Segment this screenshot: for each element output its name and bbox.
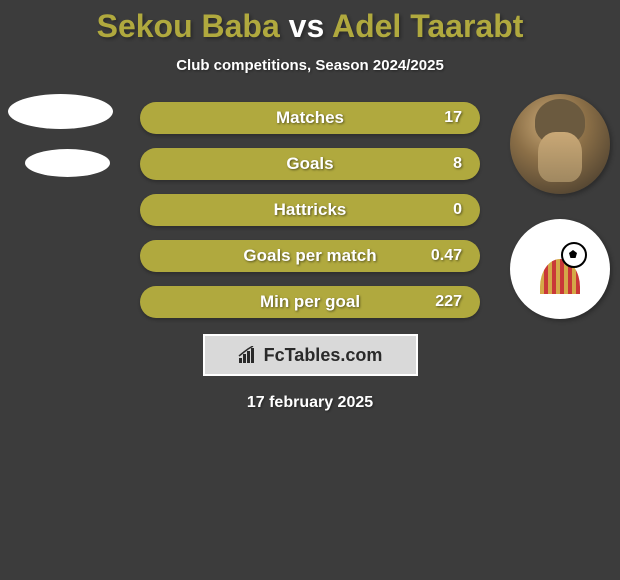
club-logo-graphic xyxy=(525,234,595,304)
player1-avatar-placeholder xyxy=(8,94,113,129)
stat-label: Goals per match xyxy=(198,246,422,266)
stat-right-value: 0.47 xyxy=(422,247,462,265)
vs-text: vs xyxy=(289,8,325,44)
player2-name: Adel Taarabt xyxy=(332,8,523,44)
player2-club-logo xyxy=(510,219,610,319)
stat-right-value: 227 xyxy=(422,293,462,311)
stat-row-hattricks: Hattricks 0 xyxy=(140,194,480,226)
date-text: 17 february 2025 xyxy=(0,394,620,412)
left-avatars xyxy=(10,94,113,177)
page-title: Sekou Baba vs Adel Taarabt xyxy=(0,8,620,45)
stats-area: Matches 17 Goals 8 Hattricks 0 Goals per… xyxy=(0,102,620,318)
player1-name: Sekou Baba xyxy=(97,8,280,44)
stat-right-value: 8 xyxy=(422,155,462,173)
stat-label: Hattricks xyxy=(198,200,422,220)
stat-row-goals-per-match: Goals per match 0.47 xyxy=(140,240,480,272)
stat-row-matches: Matches 17 xyxy=(140,102,480,134)
stat-rows: Matches 17 Goals 8 Hattricks 0 Goals per… xyxy=(140,102,480,318)
logo-ball-icon xyxy=(561,242,587,268)
player2-avatar xyxy=(510,94,610,194)
stat-right-value: 0 xyxy=(422,201,462,219)
stat-row-min-per-goal: Min per goal 227 xyxy=(140,286,480,318)
subtitle: Club competitions, Season 2024/2025 xyxy=(0,57,620,74)
stat-row-goals: Goals 8 xyxy=(140,148,480,180)
brand-text: FcTables.com xyxy=(264,345,383,366)
stat-label: Min per goal xyxy=(198,292,422,312)
right-avatars xyxy=(510,94,610,344)
bar-chart-icon xyxy=(238,346,258,364)
player1-club-placeholder xyxy=(25,149,110,177)
stat-right-value: 17 xyxy=(422,109,462,127)
stat-label: Matches xyxy=(198,108,422,128)
stat-label: Goals xyxy=(198,154,422,174)
infographic-container: Sekou Baba vs Adel Taarabt Club competit… xyxy=(0,0,620,580)
brand-box: FcTables.com xyxy=(203,334,418,376)
